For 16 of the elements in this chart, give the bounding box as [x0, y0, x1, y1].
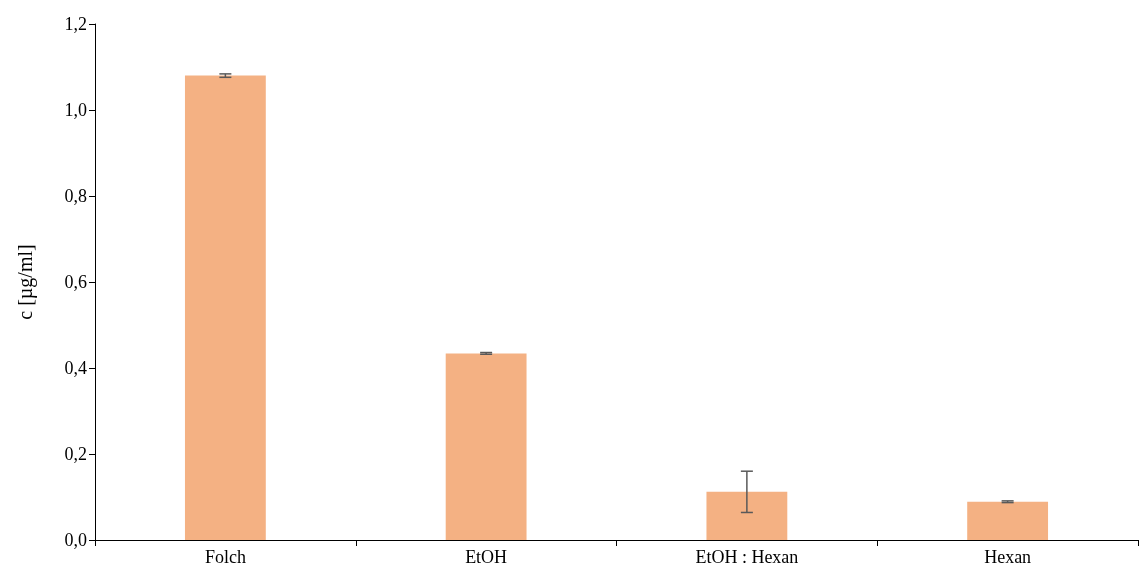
bar [967, 501, 1049, 540]
y-tick-label: 0,6 [64, 272, 87, 292]
bar [184, 75, 266, 540]
y-tick-label: 0,8 [64, 186, 87, 206]
y-tick-label: 0,4 [64, 358, 87, 378]
y-tick-label: 1,0 [64, 100, 87, 120]
x-tick-label: EtOH : Hexan [695, 547, 799, 567]
bar [445, 353, 527, 540]
x-tick-label: Folch [204, 547, 246, 567]
y-tick-label: 0,0 [64, 530, 87, 550]
y-tick-label: 1,2 [64, 14, 87, 34]
y-axis-title: c [µg/ml] [14, 244, 37, 320]
y-tick-label: 0,2 [64, 444, 87, 464]
x-tick-label: Hexan [984, 547, 1032, 567]
x-tick-label: EtOH [465, 547, 508, 567]
bar [706, 491, 788, 540]
